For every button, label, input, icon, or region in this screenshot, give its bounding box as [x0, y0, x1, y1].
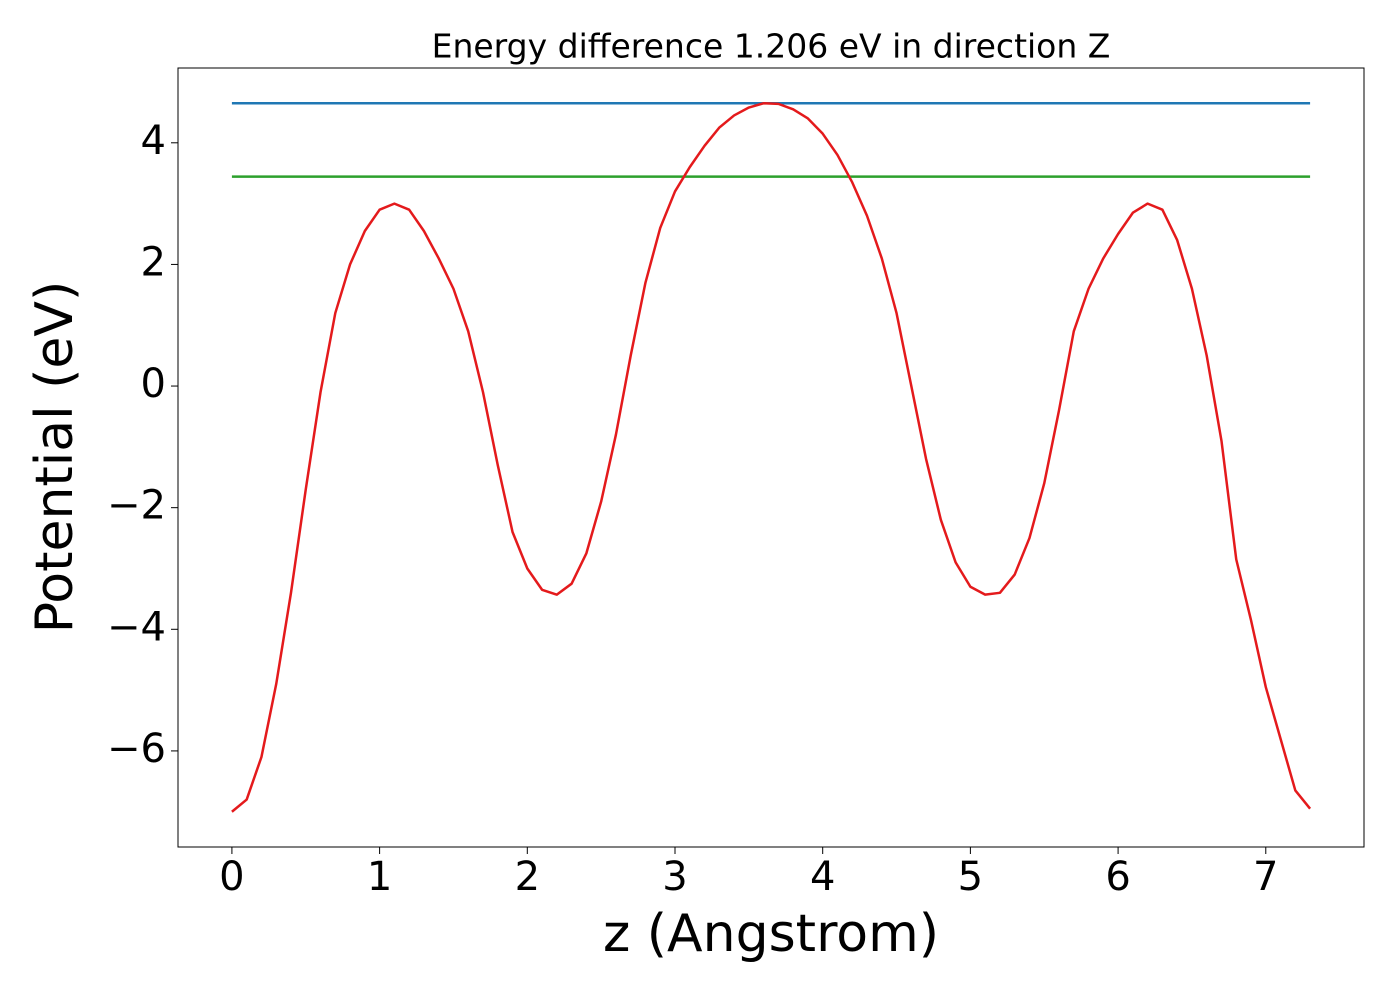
- data-line: [231, 102, 1312, 813]
- x-tick-label: 2: [515, 854, 540, 900]
- y-axis-label: Potential (eV): [25, 281, 85, 633]
- x-tick-label: 1: [367, 854, 392, 900]
- x-axis-label: z (Angstrom): [603, 904, 939, 964]
- x-tick-label: 3: [662, 854, 687, 900]
- y-tick-label: 0: [141, 361, 166, 407]
- x-tick-label: 7: [1253, 854, 1278, 900]
- x-tick-label: 6: [1105, 854, 1130, 900]
- y-tick-label: −4: [107, 604, 166, 650]
- x-tick-label: 5: [958, 854, 983, 900]
- x-tick-label: 0: [219, 854, 244, 900]
- x-tick-label: 4: [810, 854, 835, 900]
- y-tick-label: −6: [107, 726, 166, 772]
- y-tick-label: −2: [107, 483, 166, 529]
- plot-frame: [177, 67, 1365, 848]
- y-tick-label: 4: [141, 118, 166, 164]
- chart-title: Energy difference 1.206 eV in direction …: [432, 27, 1111, 66]
- y-tick-label: 2: [141, 239, 166, 285]
